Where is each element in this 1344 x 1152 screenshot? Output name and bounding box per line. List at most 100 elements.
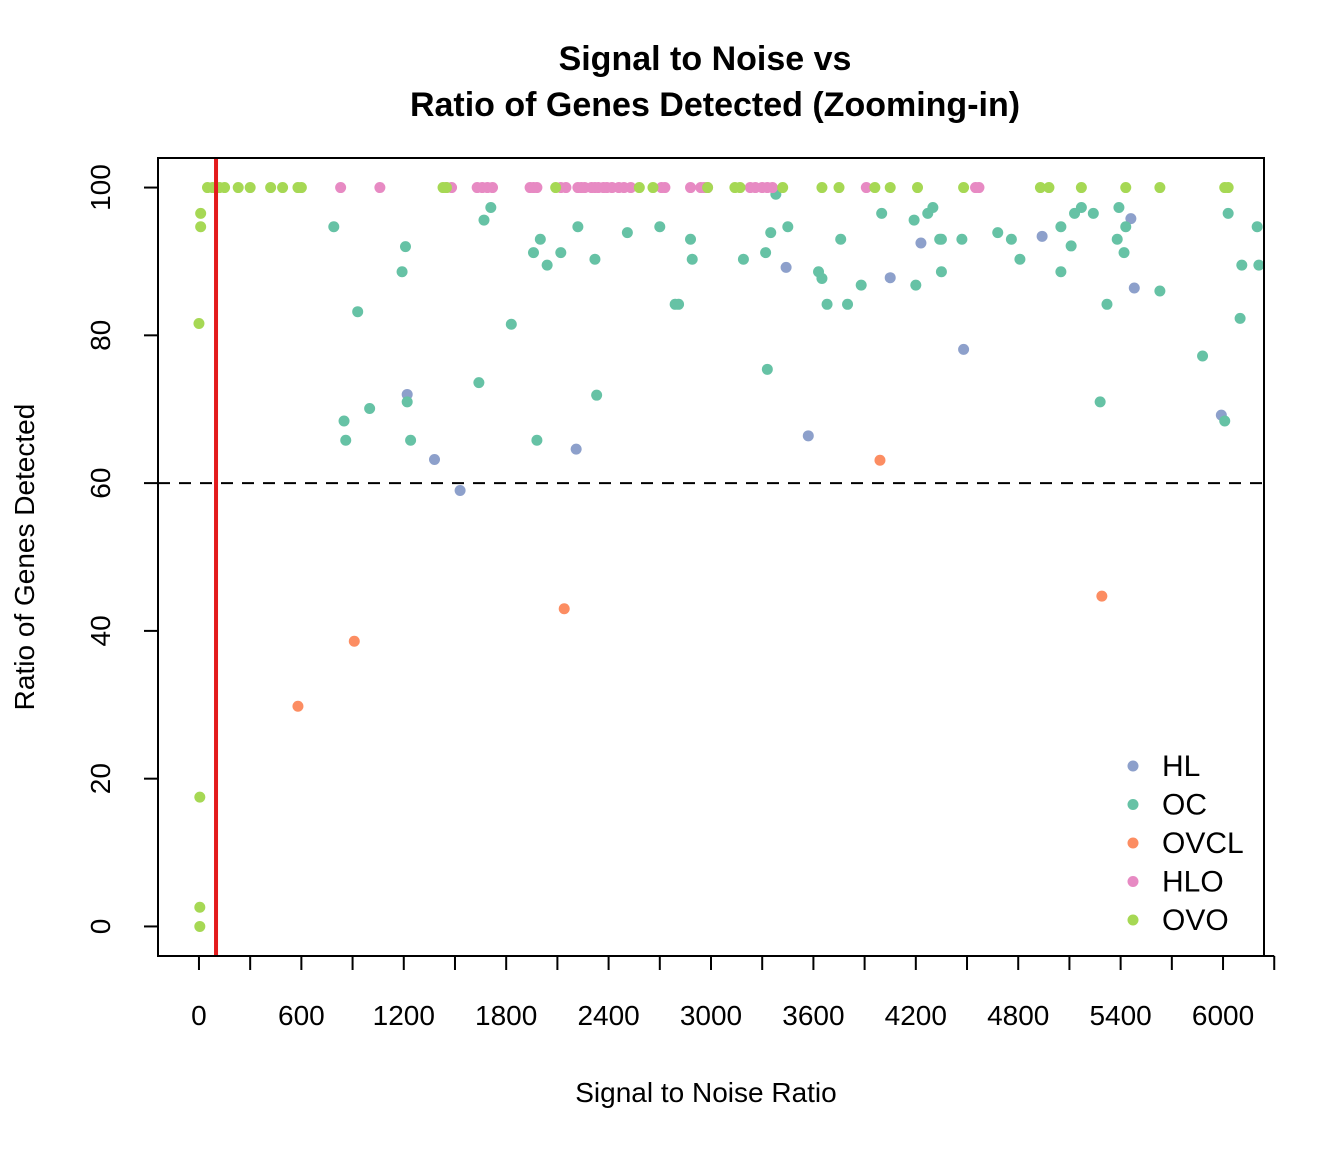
data-point-oc: [1197, 350, 1209, 362]
x-tick-label: 1800: [475, 1000, 537, 1031]
data-point-oc: [821, 298, 833, 310]
data-point-ovo: [1154, 182, 1166, 194]
data-point-hl: [454, 485, 466, 496]
data-point-oc: [992, 227, 1004, 239]
legend: HL OC OVCL HLO OVO: [1127, 750, 1244, 937]
data-point-oc: [1055, 266, 1067, 278]
data-point-hl: [429, 453, 440, 465]
data-point-oc: [1055, 221, 1067, 233]
data-point-oc: [761, 363, 773, 375]
legend-marker: [1127, 760, 1139, 772]
data-point-oc: [685, 233, 697, 245]
data-point-hlo: [374, 182, 386, 194]
data-point-oc: [1118, 247, 1130, 259]
data-point-ovo: [1075, 182, 1087, 194]
data-point-hlo: [766, 182, 778, 194]
data-point-ovcl: [1096, 590, 1108, 602]
data-point-hlo: [560, 182, 572, 194]
data-point-oc: [927, 202, 939, 214]
x-axis-label: Signal to Noise Ratio: [575, 1077, 836, 1108]
data-point-ovo: [1120, 182, 1132, 194]
data-point-ovo: [734, 182, 746, 194]
data-point-oc: [876, 207, 888, 219]
legend-marker: [1127, 799, 1139, 810]
x-tick-label: 0: [191, 1000, 207, 1031]
data-point-oc: [737, 253, 749, 265]
x-tick-label: 3600: [782, 1000, 844, 1031]
data-point-ovcl: [874, 454, 886, 466]
data-point-oc: [1236, 259, 1248, 271]
data-point-ovo: [777, 182, 789, 194]
data-point-hlo: [487, 182, 499, 194]
data-point-oc: [478, 214, 490, 226]
data-point-ovo: [440, 182, 452, 194]
x-tick-label: 1200: [373, 1000, 435, 1031]
y-tick-label: 20: [85, 763, 116, 794]
data-point-oc: [405, 434, 417, 446]
data-point-ovo: [194, 791, 206, 803]
data-point-ovo: [1034, 182, 1046, 194]
data-point-hl: [1125, 213, 1137, 225]
data-point-oc: [473, 377, 485, 389]
plot-frame: [157, 157, 1265, 957]
data-point-hl: [1128, 282, 1140, 294]
data-point-ovo: [702, 182, 714, 194]
data-point-ovo: [295, 182, 307, 194]
data-point-oc: [760, 247, 772, 259]
x-tick-label: 4200: [885, 1000, 947, 1031]
data-point-hlo: [531, 182, 543, 194]
data-point-hlo: [860, 182, 872, 194]
data-point-hl: [915, 237, 927, 249]
x-axis: 0 600 1200 1800 2400 3000 3600 4200 4800 5400 6000: [191, 955, 1276, 1031]
data-point-oc: [1065, 240, 1077, 252]
data-point-oc: [399, 241, 411, 253]
data-point-hl: [884, 272, 896, 284]
data-point-ovcl: [558, 603, 570, 615]
data-point-ovcl: [292, 700, 304, 712]
y-tick-label: 100: [85, 164, 116, 211]
data-point-hlo: [659, 182, 671, 194]
data-point-oc: [935, 233, 947, 245]
data-point-oc: [541, 259, 553, 271]
data-point-oc: [527, 247, 539, 259]
data-point-oc: [1234, 312, 1246, 324]
data-point-hl: [802, 430, 814, 442]
data-point-ovo: [1043, 182, 1055, 194]
y-tick-label: 80: [85, 320, 116, 351]
data-point-oc: [340, 434, 352, 446]
data-point-ovo: [232, 182, 244, 194]
data-point-oc: [1120, 221, 1132, 233]
data-point-hlo: [625, 182, 637, 194]
data-point-oc: [1219, 415, 1231, 427]
data-point-hl: [1036, 230, 1048, 242]
data-point-oc: [555, 247, 567, 259]
chart-title-line-2: Ratio of Genes Detected (Zooming-in): [410, 86, 1020, 124]
data-point-oc: [908, 214, 920, 226]
data-point-oc: [534, 233, 546, 245]
data-point-ovo: [816, 182, 828, 194]
data-point-oc: [401, 396, 413, 408]
data-point-oc: [782, 221, 794, 233]
legend-label: HL: [1162, 750, 1200, 783]
data-point-oc: [531, 434, 543, 446]
data-point-hlo: [973, 182, 985, 194]
data-point-oc: [591, 389, 603, 401]
legend-label: OVO: [1162, 904, 1229, 937]
data-point-oc: [1005, 233, 1017, 245]
y-tick-label: 60: [85, 468, 116, 499]
data-point-oc: [1087, 207, 1099, 219]
data-point-oc: [589, 253, 601, 265]
data-point-ovo: [958, 182, 970, 194]
data-point-oc: [485, 202, 497, 214]
legend-marker: [1127, 837, 1139, 849]
data-point-oc: [1075, 202, 1087, 214]
x-tick-label: 6000: [1192, 1000, 1254, 1031]
data-point-ovo: [647, 182, 659, 194]
legend-label: HLO: [1162, 866, 1224, 899]
x-tick-label: 5400: [1089, 1000, 1151, 1031]
data-point-hlo: [685, 182, 697, 194]
data-point-oc: [1094, 396, 1106, 408]
data-point-oc: [1111, 233, 1123, 245]
x-tick-label: 4800: [987, 1000, 1049, 1031]
x-tick-label: 600: [278, 1000, 325, 1031]
